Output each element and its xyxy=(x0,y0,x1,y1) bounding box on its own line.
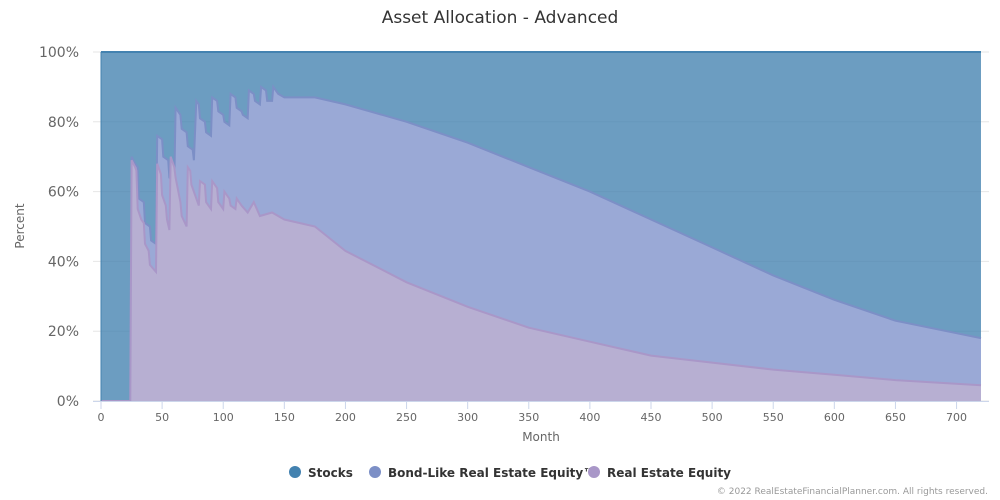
x-tick-label: 400 xyxy=(579,411,600,424)
y-axis-ticks: 0% 20% 40% 60% 80% 100% xyxy=(39,45,79,410)
y-axis-title: Percent xyxy=(13,203,27,248)
legend-marker xyxy=(289,466,301,478)
credits-text: © 2022 RealEstateFinancialPlanner.com. A… xyxy=(717,487,988,497)
x-tick-label: 250 xyxy=(396,411,417,424)
real-estate-equity-area xyxy=(101,156,981,401)
chart-title: Asset Allocation - Advanced xyxy=(382,8,619,28)
x-tick-label: 200 xyxy=(335,411,356,424)
legend-item[interactable]: Bond-Like Real Estate Equity™ xyxy=(369,466,595,480)
y-tick-label: 100% xyxy=(39,45,79,61)
y-tick-label: 0% xyxy=(57,394,79,410)
y-tick-label: 20% xyxy=(48,324,79,340)
x-tick-label: 450 xyxy=(641,411,662,424)
x-tick-label: 500 xyxy=(702,411,723,424)
plot-area xyxy=(100,51,982,402)
x-tick-label: 50 xyxy=(155,411,169,424)
x-tick-label: 0 xyxy=(98,411,105,424)
y-tick-label: 60% xyxy=(48,185,79,201)
legend-item[interactable]: Real Estate Equity xyxy=(588,466,731,480)
x-axis-title: Month xyxy=(522,430,560,444)
x-tick-label: 700 xyxy=(946,411,967,424)
y-tick-label: 40% xyxy=(48,254,79,270)
legend-marker xyxy=(369,466,381,478)
y-tick-label: 80% xyxy=(48,115,79,131)
x-axis: 0 50 100 150 200 250 300 350 400 450 500 550 600 650 7… xyxy=(93,401,989,424)
legend-label: Stocks xyxy=(308,466,353,480)
legend: Stocks Bond-Like Real Estate Equity™ Real … xyxy=(289,466,731,480)
legend-marker xyxy=(588,466,600,478)
x-tick-label: 350 xyxy=(518,411,539,424)
legend-label: Bond-Like Real Estate Equity™ xyxy=(388,466,595,480)
x-tick-label: 150 xyxy=(274,411,295,424)
legend-item[interactable]: Stocks xyxy=(289,466,353,480)
x-tick-label: 650 xyxy=(885,411,906,424)
real-estate-equity-line xyxy=(101,156,982,402)
x-tick-label: 100 xyxy=(213,411,234,424)
x-tick-label: 600 xyxy=(824,411,845,424)
legend-label: Real Estate Equity xyxy=(607,466,731,480)
x-tick-label: 550 xyxy=(763,411,784,424)
x-tick-label: 300 xyxy=(457,411,478,424)
